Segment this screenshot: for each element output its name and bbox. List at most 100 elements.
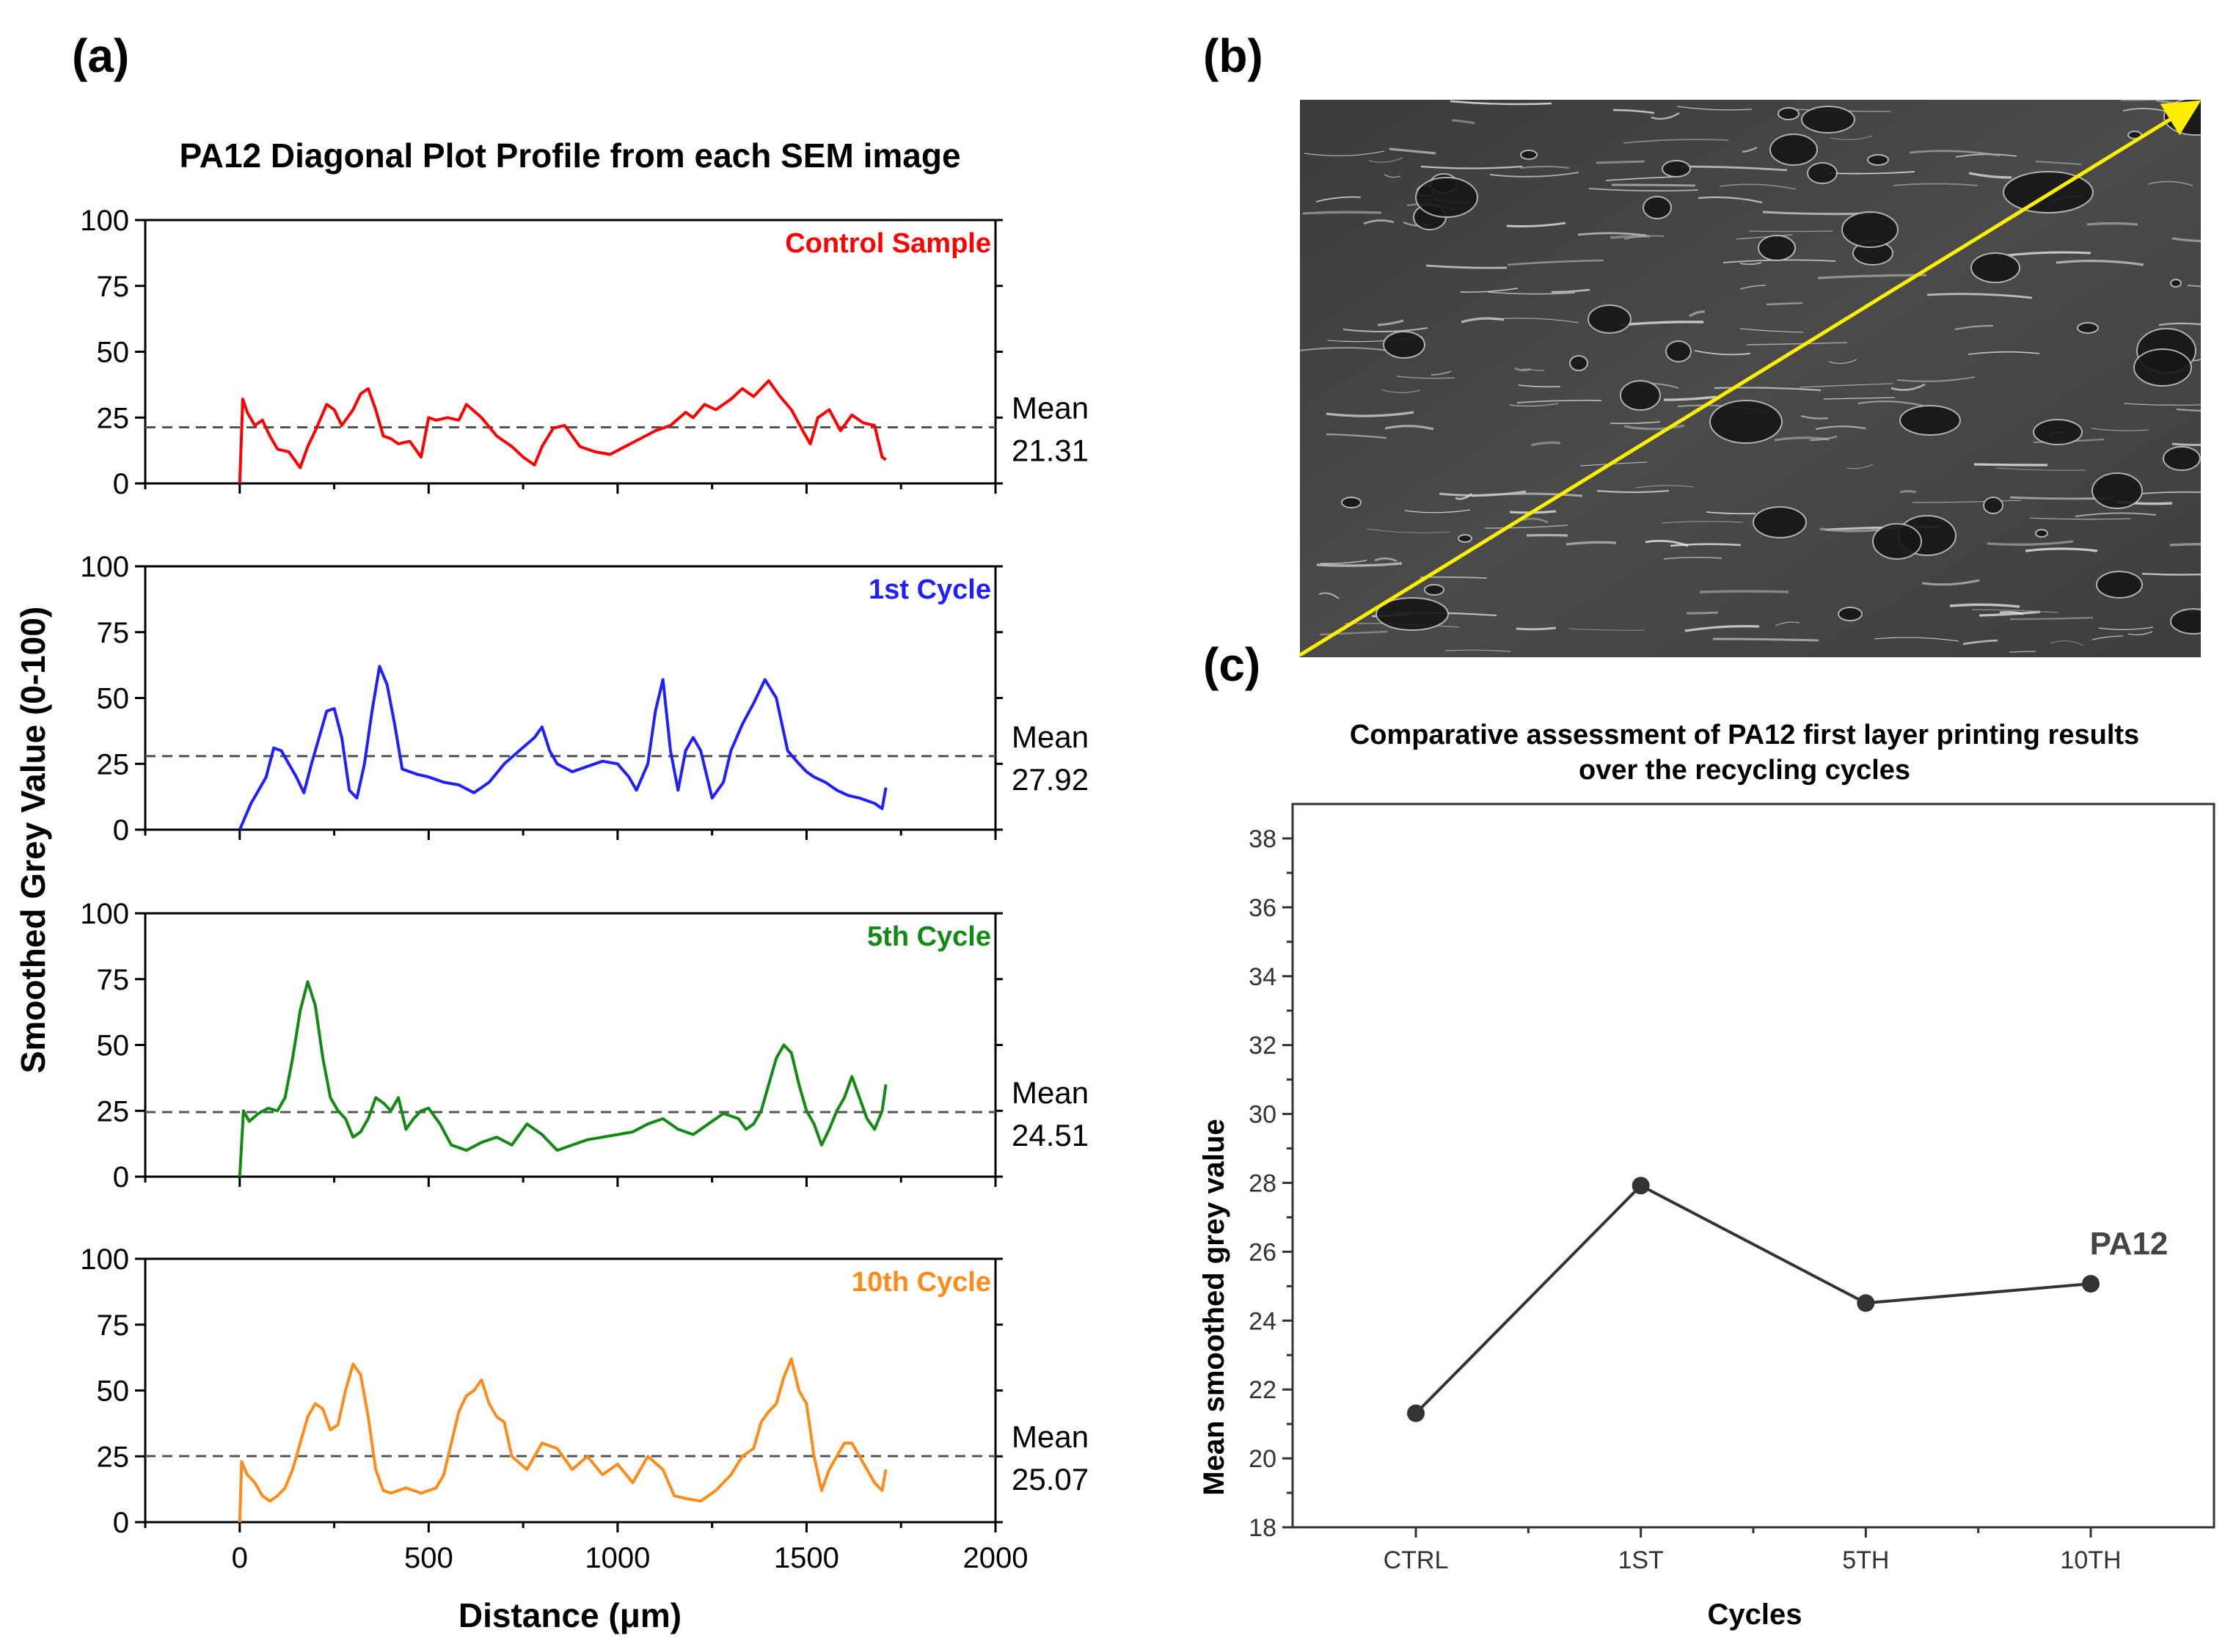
sem-fiber (1698, 196, 1763, 204)
sem-fiber (1909, 150, 2001, 157)
panel-label-c: (c) (1203, 638, 1260, 691)
y-tick-label: 20 (1249, 1445, 1276, 1473)
sem-pore (2163, 446, 2201, 471)
sem-image (1298, 100, 2202, 657)
sem-fiber (1588, 188, 1699, 191)
sem-fiber (1973, 463, 2048, 467)
summary-point (1857, 1294, 1875, 1312)
y-tick-label: 50 (97, 1375, 130, 1408)
sem-fiber (1739, 262, 1762, 266)
sem-fiber (1968, 172, 2012, 179)
sem-fiber (1926, 293, 2033, 299)
sem-fiber (1509, 403, 1559, 407)
sem-fiber (1516, 399, 1602, 403)
sem-fiber (1520, 165, 1570, 169)
sem-fiber (1363, 219, 1395, 225)
sem-fiber (1507, 259, 1604, 266)
sem-fiber (2035, 160, 2082, 166)
y-tick-label: 100 (80, 551, 129, 583)
sem-pore (1753, 506, 1807, 538)
y-tick-label: 0 (113, 1507, 129, 1539)
sem-fiber (1506, 222, 1566, 227)
sem-fiber (1404, 509, 1471, 513)
sem-fiber (1596, 489, 1670, 494)
sem-fiber (1987, 540, 2074, 547)
sem-pore (1872, 523, 1922, 560)
sem-fiber (1651, 112, 1680, 120)
sem-pore (1383, 331, 1425, 359)
summary-point (1407, 1404, 1425, 1422)
sem-fiber (1684, 624, 1760, 632)
sem-pore (1807, 162, 1838, 184)
y-tick-label: 50 (97, 337, 130, 369)
sem-pore (2035, 529, 2048, 538)
sem-fiber (1530, 441, 1561, 447)
sem-fiber (1610, 421, 1661, 424)
sem-fiber (1712, 637, 1819, 642)
sem-pore (1415, 177, 1478, 218)
summary-point (1632, 1177, 1650, 1195)
sem-fiber (1739, 285, 1767, 290)
profiles-title: PA12 Diagonal Plot Profile from each SEM… (179, 136, 960, 175)
sem-fiber (2075, 512, 2157, 517)
sem-pore (1867, 154, 1889, 166)
sem-fiber (1300, 346, 1389, 352)
y-tick-label: 75 (97, 617, 130, 649)
sem-fiber (1396, 376, 1455, 379)
sem-pore (1778, 107, 1800, 120)
sem-pore (1983, 497, 2003, 514)
sem-fiber (1487, 291, 1576, 295)
sem-fiber (2009, 651, 2036, 653)
sem-fiber (1748, 230, 1833, 233)
mean-value: 27.92 (1012, 762, 1089, 797)
sem-fiber (1830, 135, 1874, 140)
sem-fiber (1799, 383, 1893, 388)
sem-fiber (1484, 525, 1568, 529)
y-tick-label: 25 (97, 402, 130, 434)
y-tick-label: 25 (97, 748, 130, 781)
sem-fiber (1384, 425, 1434, 431)
x-tick-label: 1ST (1618, 1546, 1663, 1574)
series-label: 1st Cycle (869, 574, 991, 605)
sem-fiber (2127, 631, 2153, 636)
sem-fiber (2171, 442, 2201, 447)
sem-fiber (1389, 147, 1436, 155)
sem-fiber (1489, 172, 1579, 178)
sem-fiber (1568, 628, 1645, 631)
sem-fiber (1460, 288, 1519, 293)
sem-fiber (2007, 251, 2091, 257)
sem-fiber (2147, 180, 2193, 186)
y-tick-label: 22 (1249, 1376, 1276, 1404)
profile-line-cycle10 (238, 1357, 888, 1523)
sem-pore (1841, 211, 1899, 248)
summary-plot: 18 20 22 24 26 28 30 32 34 36 38 CTRL 1ST 5TH 10TH PA12 (1249, 803, 2215, 1574)
sem-pore (2170, 608, 2201, 635)
summary-y-axis-label: Mean smoothed grey value (1198, 1119, 1230, 1495)
profiles-x-axis-label: Distance (μm) (458, 1596, 682, 1634)
sem-fiber (1577, 232, 1647, 237)
profiles-subplots: 0 25 50 75 100 Control Sample Mean 21.31 0 25 50 75… (80, 205, 1089, 1574)
y-tick-label: 25 (97, 1441, 130, 1473)
sem-pore (1643, 196, 1672, 219)
sem-fiber (1521, 517, 1549, 524)
profile-line-control (238, 379, 887, 484)
y-tick-label: 38 (1249, 825, 1276, 853)
y-tick-label: 0 (113, 814, 129, 847)
profile-subplot-1: 0 25 50 75 100 1st Cycle Mean 27.92 (80, 551, 1089, 847)
sem-fiber (1623, 139, 1729, 144)
subplot-frame (144, 912, 997, 1178)
mean-label: Mean (1012, 390, 1089, 425)
sem-fiber (1746, 342, 1848, 346)
mean-label: Mean (1012, 720, 1089, 754)
x-tick-label: CTRL (1384, 1546, 1449, 1574)
sem-fiber (1377, 319, 1404, 326)
sem-fiber (1444, 649, 1511, 652)
y-tick-label: 100 (80, 205, 129, 237)
sem-pore (1424, 584, 1444, 596)
subplot-frame (144, 565, 997, 831)
profile-subplot-0: 0 25 50 75 100 Control Sample Mean 21.31 (80, 205, 1089, 500)
sem-pore (2127, 131, 2142, 139)
profile-line-cycle1 (238, 665, 888, 830)
mean-value: 25.07 (1012, 1462, 1089, 1496)
